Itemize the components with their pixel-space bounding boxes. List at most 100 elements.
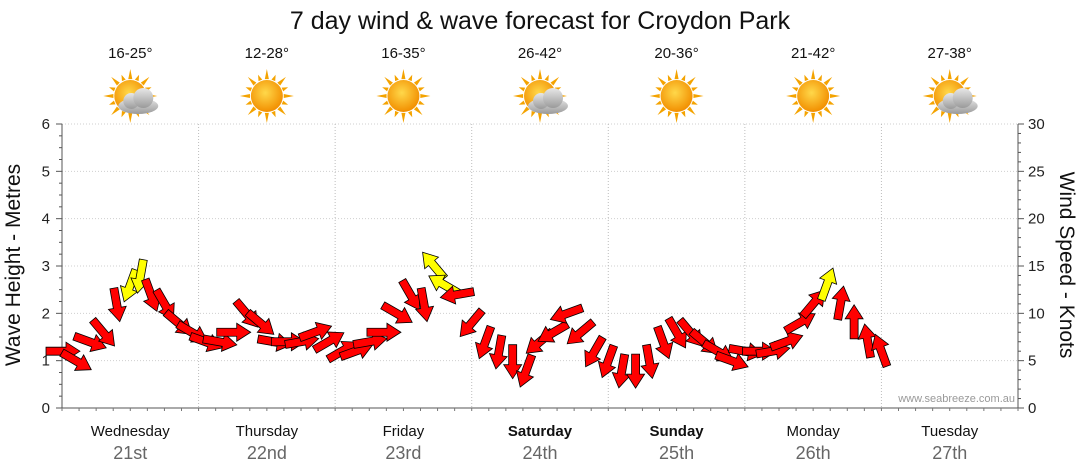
sun-ray <box>134 74 140 82</box>
sun-ray <box>655 100 662 105</box>
wind-arrow-shape <box>72 331 107 353</box>
wind-arrow <box>625 353 646 389</box>
sun-ray <box>518 100 526 105</box>
sun-icon <box>376 69 431 123</box>
sun-ray <box>271 74 276 82</box>
sun-ray <box>657 76 667 86</box>
wind-arrow <box>297 321 333 343</box>
sun-ray <box>794 76 803 86</box>
sun-ray <box>940 74 946 82</box>
wind-arrow-shape <box>422 251 449 282</box>
day-name-label: Thursday <box>236 423 299 440</box>
sun-ray <box>804 74 809 82</box>
weather-icon-row <box>103 69 978 123</box>
wind-arrow-shape <box>831 285 851 321</box>
wind-arrow <box>831 285 851 321</box>
sun-ray <box>687 106 696 116</box>
temperature-label: 16-25° <box>108 45 152 62</box>
sun-ray <box>408 74 413 82</box>
day-date-label: 23rd <box>385 443 421 463</box>
sun-ray <box>382 87 389 92</box>
day-date-label: 24th <box>522 443 557 463</box>
wind-arrow-shape <box>871 333 892 369</box>
sun-ray <box>401 112 406 123</box>
y-tick-label: 2 <box>42 305 50 322</box>
wind-arrow-shape <box>537 320 571 343</box>
day-date-label: 27th <box>932 443 967 463</box>
sun-ray <box>103 93 114 99</box>
temperature-label: 27-38° <box>928 45 972 62</box>
sun-ray <box>382 100 389 105</box>
sun-ray <box>649 93 660 99</box>
sun-icon <box>239 69 294 123</box>
sun-ray <box>947 112 952 123</box>
sun-ray <box>109 87 116 92</box>
wind-arrow <box>584 334 607 368</box>
day-date-label: 22nd <box>247 443 287 463</box>
day-name-label: Saturday <box>508 423 573 440</box>
wind-arrow-shape <box>597 343 619 379</box>
wind-arrow-shape <box>488 334 508 370</box>
sun-ray <box>128 69 133 80</box>
sun-ray <box>384 106 393 116</box>
wind-arrow <box>459 307 486 338</box>
sun-rays <box>239 69 294 123</box>
sun-ray <box>277 76 286 86</box>
sun-ray <box>655 87 662 92</box>
sun-ray <box>804 110 809 118</box>
wind-arrow-shape <box>107 286 127 323</box>
wind-arrow-shape <box>216 322 252 342</box>
sun-ray <box>121 74 126 82</box>
day-name-label: Tuesday <box>921 423 978 440</box>
wind-arrow-shape <box>844 304 864 340</box>
sun-ray <box>544 74 549 82</box>
day-labels: Wednesday 21st Thursday 22nd Friday 23rd Satur… <box>91 423 979 463</box>
wind-arrow-shape <box>297 321 333 343</box>
sun-ray <box>518 87 526 92</box>
temperature-label: 12-28° <box>245 45 289 62</box>
wind-arrow <box>216 322 252 342</box>
temperature-row: 16-25° 12-28° 16-35° 26-42° 20-36° 21-42° 27-3… <box>108 45 972 62</box>
sun-ray <box>401 69 406 80</box>
y-tick-label: 0 <box>42 400 50 417</box>
sun-ray <box>537 112 543 123</box>
wind-arrow <box>439 285 475 305</box>
wind-arrow-shape <box>414 286 435 323</box>
sun-ray <box>794 106 803 116</box>
sun-ray <box>691 87 698 92</box>
sun-ray <box>413 76 423 86</box>
sun-rays <box>922 69 977 123</box>
sun-ray <box>550 76 560 86</box>
wind-arrow <box>414 286 435 323</box>
sun-ray <box>109 100 116 105</box>
y-tick-label: 3 <box>42 258 50 275</box>
wind-arrow-shape <box>502 344 523 380</box>
wind-arrow <box>502 344 523 380</box>
sun-ray <box>281 87 289 92</box>
sun-disc <box>387 80 420 112</box>
y2-tick-label: 25 <box>1028 163 1045 180</box>
sun-disc <box>797 80 830 112</box>
sun-ray <box>111 106 120 116</box>
wind-arrow <box>515 353 537 388</box>
wind-arrows <box>45 251 892 389</box>
sun-ray <box>791 100 799 105</box>
sun-ray <box>121 110 126 118</box>
partly-cloudy-icon <box>103 69 159 123</box>
wind-arrow-shape <box>640 343 660 380</box>
sun-ray <box>394 74 399 82</box>
wind-arrow <box>871 333 892 369</box>
axes: 0 1 2 3 4 5 6 0 5 10 15 20 25 30 <box>42 116 1045 417</box>
sun-ray <box>827 87 835 92</box>
sun-ray <box>674 69 679 80</box>
sun-ray <box>111 76 120 86</box>
y2-tick-label: 30 <box>1028 116 1045 133</box>
sun-ray <box>537 69 543 80</box>
wind-arrow <box>537 320 571 343</box>
sun-rays <box>649 69 704 123</box>
y2-tick-label: 0 <box>1028 400 1036 417</box>
wind-arrow <box>366 322 402 342</box>
sun-ray <box>830 93 841 99</box>
sun-ray <box>420 93 431 99</box>
wind-arrow <box>783 312 816 335</box>
